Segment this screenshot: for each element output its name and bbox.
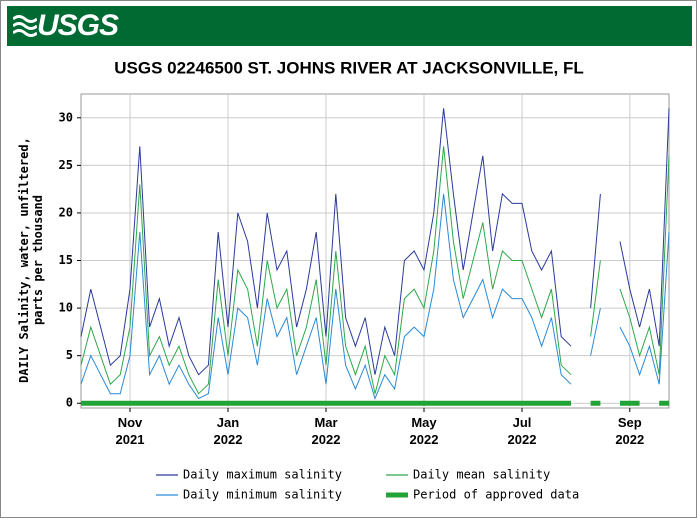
- x-tick-label: Jan 2022: [213, 415, 243, 447]
- x-tick-label: May 2022: [409, 415, 439, 447]
- x-tick-label: Sep 2022: [615, 415, 645, 447]
- y-tick-label: 5: [66, 348, 73, 362]
- plot-frame: [80, 93, 670, 409]
- y-axis-label: DAILY Salinity, water, unfiltered, parts…: [17, 137, 45, 383]
- legend-label: Daily mean salinity: [413, 468, 550, 482]
- x-tick-label: Mar 2022: [311, 415, 341, 447]
- y-tick-label: 15: [59, 253, 73, 267]
- y-tick-label: 25: [59, 158, 73, 172]
- series-line: [80, 193, 670, 401]
- x-tick-label: Nov 2021: [115, 415, 145, 447]
- legend-label: Daily maximum salinity: [183, 468, 342, 482]
- logo: USGS: [37, 9, 119, 42]
- x-tick-label: Jul 2022: [507, 415, 537, 447]
- y-tick-label: 10: [59, 301, 73, 315]
- y-tick-label: 30: [59, 110, 73, 124]
- legend-label: Daily minimum salinity: [183, 488, 342, 502]
- header: USGS: [7, 6, 692, 46]
- y-tick-label: 0: [66, 396, 73, 410]
- series-line: [80, 108, 670, 376]
- legend-label: Period of approved data: [413, 488, 579, 502]
- series-line: [80, 146, 670, 395]
- chart-title: USGS 02246500 ST. JOHNS RIVER AT JACKSON…: [114, 58, 584, 77]
- logo-mark: [13, 15, 37, 37]
- y-tick-label: 20: [59, 205, 73, 219]
